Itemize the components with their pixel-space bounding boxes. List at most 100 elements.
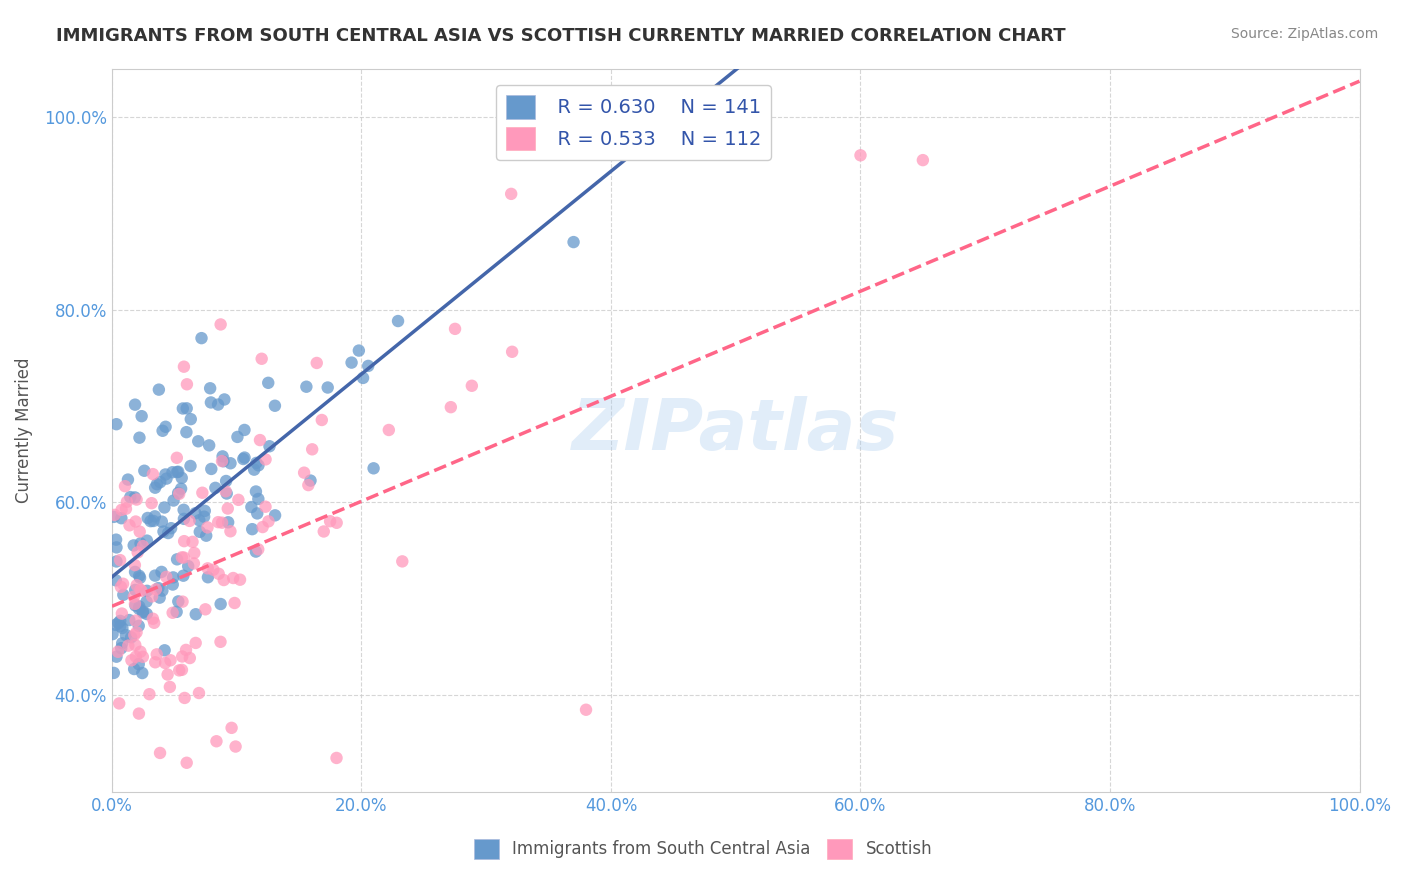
Point xyxy=(127,545,149,559)
Point xyxy=(128,599,150,614)
Point xyxy=(184,636,207,650)
Point xyxy=(135,594,157,608)
Point xyxy=(103,665,125,680)
Point xyxy=(167,664,190,678)
Point xyxy=(170,550,193,565)
Point xyxy=(219,456,242,470)
Point xyxy=(136,533,159,548)
Point xyxy=(194,504,217,518)
Point xyxy=(195,529,218,543)
Point xyxy=(378,423,401,437)
Point xyxy=(193,509,215,524)
Point xyxy=(217,516,239,530)
Point xyxy=(124,565,146,579)
Point xyxy=(134,464,156,478)
Point xyxy=(187,434,209,449)
Point xyxy=(179,651,201,665)
Point xyxy=(145,582,167,597)
Point xyxy=(136,511,159,525)
Point xyxy=(172,594,194,608)
Point xyxy=(209,597,232,611)
Point xyxy=(129,645,152,659)
Point xyxy=(297,478,319,492)
Point xyxy=(205,734,228,748)
Point xyxy=(166,465,188,479)
Point xyxy=(128,601,150,615)
Point xyxy=(162,465,184,479)
Point xyxy=(128,657,150,672)
Point xyxy=(105,554,128,568)
Point xyxy=(166,450,188,465)
Point xyxy=(136,583,159,598)
Point xyxy=(188,513,211,527)
Point xyxy=(101,627,124,641)
Point xyxy=(204,481,226,495)
Point xyxy=(325,516,347,530)
Point xyxy=(157,526,180,541)
Point xyxy=(190,331,212,345)
Point xyxy=(252,520,274,534)
Point xyxy=(264,508,287,523)
Point xyxy=(257,514,280,528)
Point xyxy=(128,706,150,721)
Point xyxy=(150,565,173,579)
Point xyxy=(172,568,194,582)
Point xyxy=(118,613,141,627)
Point xyxy=(124,558,146,573)
Point xyxy=(149,475,172,490)
Point xyxy=(129,536,152,550)
Point xyxy=(299,474,322,488)
Point xyxy=(246,507,269,521)
Point xyxy=(173,503,195,517)
Point xyxy=(176,401,198,416)
Point xyxy=(221,721,243,735)
Point xyxy=(155,570,177,584)
Point xyxy=(122,538,145,552)
Point xyxy=(211,450,233,464)
Point xyxy=(115,501,138,516)
Point xyxy=(181,534,204,549)
Point xyxy=(108,553,131,567)
Point xyxy=(209,635,232,649)
Point xyxy=(188,686,211,700)
Point xyxy=(111,636,134,650)
Point xyxy=(200,395,222,409)
Point xyxy=(124,398,146,412)
Point xyxy=(724,794,747,808)
Point xyxy=(245,544,267,558)
Point xyxy=(111,607,134,621)
Point xyxy=(150,515,173,529)
Point xyxy=(117,473,139,487)
Point xyxy=(183,546,205,560)
Point xyxy=(215,484,238,499)
Point xyxy=(112,576,135,591)
Point xyxy=(124,597,146,611)
Point xyxy=(174,643,197,657)
Point xyxy=(110,619,132,633)
Point xyxy=(143,568,166,582)
Point xyxy=(184,506,207,520)
Point xyxy=(105,533,128,547)
Point xyxy=(177,559,200,574)
Point xyxy=(124,638,146,652)
Point xyxy=(152,424,174,438)
Point xyxy=(128,569,150,583)
Point xyxy=(149,746,172,760)
Y-axis label: Currently Married: Currently Married xyxy=(15,358,32,503)
Point xyxy=(363,461,385,475)
Point xyxy=(162,606,184,620)
Point xyxy=(131,583,153,598)
Point xyxy=(167,487,190,501)
Point xyxy=(211,454,233,468)
Point xyxy=(122,662,145,676)
Point xyxy=(198,381,221,395)
Point xyxy=(212,573,235,587)
Point xyxy=(347,343,370,358)
Point xyxy=(245,456,267,470)
Point xyxy=(247,458,270,473)
Point xyxy=(155,472,177,486)
Point xyxy=(243,463,266,477)
Legend: Immigrants from South Central Asia, Scottish: Immigrants from South Central Asia, Scot… xyxy=(467,832,939,866)
Point xyxy=(170,471,193,485)
Point xyxy=(141,590,163,604)
